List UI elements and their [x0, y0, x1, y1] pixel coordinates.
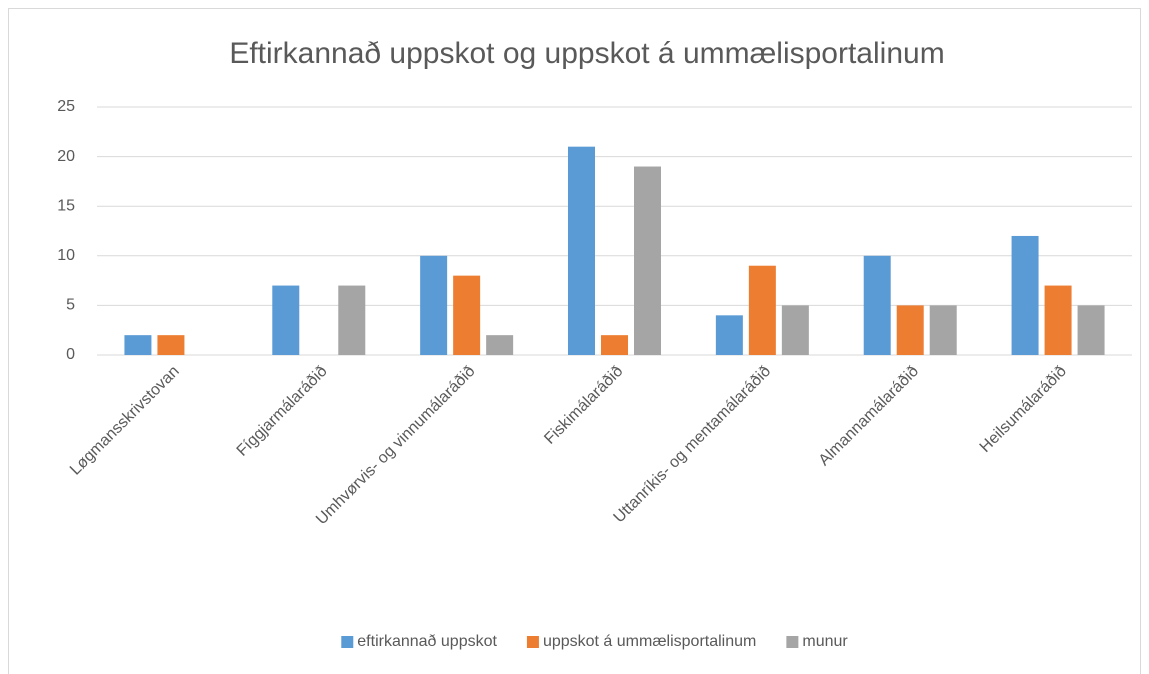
legend-label: eftirkannað uppskot — [357, 633, 497, 650]
bar — [124, 335, 152, 355]
y-tick-label: 25 — [57, 98, 75, 115]
bar — [420, 255, 448, 355]
bar — [601, 335, 628, 355]
legend-swatch — [341, 636, 354, 648]
bar — [1077, 305, 1105, 355]
bar — [157, 335, 185, 355]
legend: eftirkannað uppskot uppskot á ummælisport… — [341, 633, 848, 650]
bar — [896, 305, 924, 355]
legend-label: munur — [802, 633, 848, 650]
legend-swatch — [786, 636, 799, 648]
bar — [634, 166, 661, 355]
bar — [1044, 285, 1072, 355]
y-tick-label: 15 — [57, 197, 75, 214]
chart-title: Eftirkannað uppskot og uppskot á ummælis… — [229, 37, 944, 70]
y-tick-label: 10 — [57, 247, 75, 264]
y-tick-label: 20 — [57, 148, 75, 165]
y-tick-label: 5 — [66, 297, 75, 314]
bar — [453, 275, 481, 355]
bar — [781, 305, 809, 355]
bar — [748, 265, 776, 355]
legend-label: uppskot á ummælisportalinum — [543, 633, 756, 650]
bar — [486, 335, 514, 355]
legend-swatch — [526, 636, 539, 648]
bar — [568, 146, 595, 355]
bar — [1011, 235, 1039, 355]
bar — [715, 315, 743, 355]
y-tick-label: 0 — [66, 346, 75, 363]
bar — [929, 305, 957, 355]
bar — [338, 285, 366, 355]
bar — [863, 255, 891, 355]
bar — [272, 285, 300, 355]
